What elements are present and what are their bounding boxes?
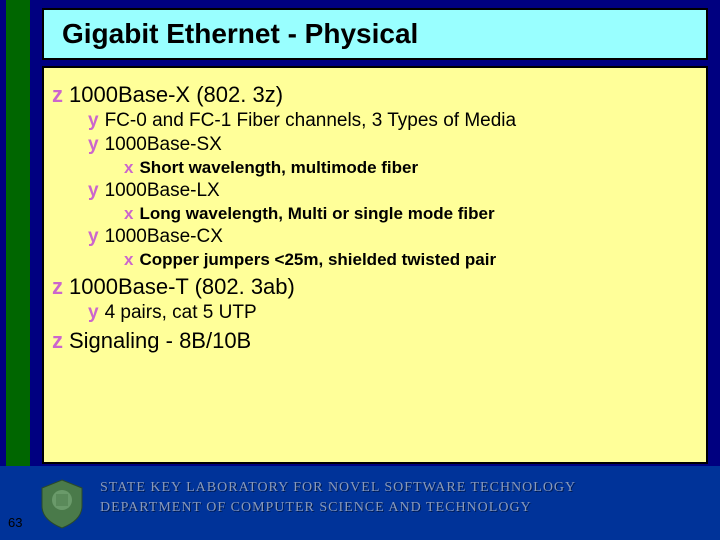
bullet-icon: y [88,227,99,246]
bullet-text: Signaling - 8B/10B [69,328,251,354]
bullet-text: 4 pairs, cat 5 UTP [105,302,257,324]
title-box: Gigabit Ethernet - Physical [42,8,708,60]
bullet-level3: x Long wavelength, Multi or single mode … [124,204,698,224]
bullet-icon: x [124,251,133,268]
bullet-text: 1000Base-LX [105,180,220,202]
bullet-text: 1000Base-SX [105,134,222,156]
dept-line1: STATE KEY LABORATORY FOR NOVEL SOFTWARE … [100,478,710,498]
bullet-level1: z Signaling - 8B/10B [52,328,698,354]
bullet-icon: z [52,330,63,352]
bullet-icon: y [88,303,99,322]
bullet-icon: y [88,181,99,200]
bullet-level3: x Short wavelength, multimode fiber [124,158,698,178]
bullet-text: FC-0 and FC-1 Fiber channels, 3 Types of… [105,110,517,132]
bullet-text: Copper jumpers <25m, shielded twisted pa… [139,250,496,270]
university-logo [38,478,86,530]
bullet-icon: z [52,276,63,298]
bullet-icon: y [88,135,99,154]
slide: Gigabit Ethernet - Physical z 1000Base-X… [0,0,720,540]
bullet-level2: y 4 pairs, cat 5 UTP [88,302,698,324]
bullet-level3: x Copper jumpers <25m, shielded twisted … [124,250,698,270]
bullet-icon: x [124,205,133,222]
left-accent-bar [6,0,30,466]
slide-number: 63 [8,515,22,530]
bullet-level2: y 1000Base-LX [88,180,698,202]
bullet-text: 1000Base-X (802. 3z) [69,82,283,108]
bullet-level1: z 1000Base-T (802. 3ab) [52,274,698,300]
bullet-text: 1000Base-CX [105,226,223,248]
bullet-level2: y FC-0 and FC-1 Fiber channels, 3 Types … [88,110,698,132]
bullet-text: Long wavelength, Multi or single mode fi… [139,204,494,224]
bullet-icon: x [124,159,133,176]
bullet-text: Short wavelength, multimode fiber [139,158,418,178]
bullet-text: 1000Base-T (802. 3ab) [69,274,295,300]
bullet-level2: y 1000Base-SX [88,134,698,156]
slide-title: Gigabit Ethernet - Physical [62,18,418,50]
dept-line2: DEPARTMENT OF COMPUTER SCIENCE AND TECHN… [100,498,710,518]
bullet-icon: z [52,84,63,106]
department-text: STATE KEY LABORATORY FOR NOVEL SOFTWARE … [100,478,710,517]
body-box: z 1000Base-X (802. 3z) y FC-0 and FC-1 F… [42,66,708,464]
bullet-icon: y [88,111,99,130]
bullet-level1: z 1000Base-X (802. 3z) [52,82,698,108]
bullet-level2: y 1000Base-CX [88,226,698,248]
